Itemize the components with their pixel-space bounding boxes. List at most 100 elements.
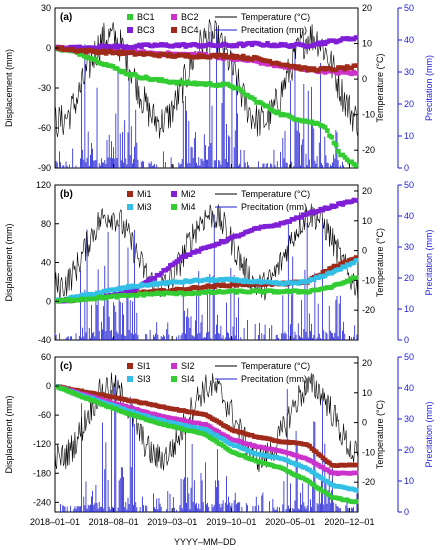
panel-c-si1-point	[307, 443, 312, 449]
panel-a-bc4-point	[296, 64, 301, 69]
panel-b-precip-tick-label: 40	[404, 211, 414, 221]
panel-a-bc1-point	[322, 125, 328, 130]
panel-b-precip-tick-label: 0	[404, 335, 409, 345]
panel-b-legend-precipitation-label: Precitation (mm)	[241, 202, 307, 212]
panel-a-bc1-point	[92, 56, 98, 62]
panel-b-mi3-point	[342, 264, 348, 270]
panel-a-temp-tick-label: 20	[362, 3, 372, 13]
panel-a-legend-bc3-swatch	[127, 27, 133, 33]
panel-c-temp-tick-label: 0	[362, 418, 367, 428]
panel-c-legend-si4-label: SI4	[181, 374, 195, 384]
panel-a-y-tick-label: 30	[41, 3, 51, 13]
panel-a-temp-tick-label: 0	[362, 74, 367, 84]
panel-a-precip-tick-label: 50	[404, 3, 414, 13]
panel-a-bc1-point	[265, 103, 270, 109]
panel-b-legend-mi3-label: Mi3	[137, 202, 152, 212]
panel-c-precip-label: Precitation (mm)	[424, 401, 434, 467]
x-axis-title: YYYY–MM–DD	[174, 537, 237, 547]
panel-a-precip-tick-label: 10	[404, 131, 414, 141]
panel-a-legend-bc2-swatch	[171, 14, 177, 20]
panel-b-mi4-point	[353, 275, 359, 281]
panel-c-label: (c)	[60, 361, 72, 372]
panel-c-temp-tick-label: -10	[362, 447, 375, 457]
panel-a-bc4-point	[302, 65, 308, 70]
panel-c-si1-point	[353, 462, 359, 468]
panel-a-y-tick-label: -30	[38, 83, 51, 93]
panel-c-y-tick-label: -60	[38, 410, 51, 420]
panel-a-temp-tick-label: -10	[362, 110, 375, 120]
panel-b-legend-mi1-swatch	[127, 191, 133, 197]
panel-c-legend-si2-swatch	[171, 363, 177, 369]
panel-a-bc4-point	[101, 48, 107, 54]
panel-c-precip-tick-label: 0	[404, 507, 409, 517]
x-tick-label: 2020–05–01	[265, 517, 315, 527]
panel-a-temp-tick-label: 10	[362, 39, 372, 49]
panel-b-precip-tick-label: 50	[404, 180, 414, 190]
panel-a-label: (a)	[60, 12, 72, 23]
panel-b-legend-temperature-label: Temperature (°C)	[241, 189, 310, 199]
panel-c-ylabel: Displacement (mm)	[4, 395, 14, 473]
panel-b-mi2-point	[152, 276, 158, 281]
x-tick-label: 2019–03–01	[147, 517, 197, 527]
panel-a-legend-bc4-label: BC4	[181, 25, 199, 35]
panel-a-bc4-point	[333, 67, 339, 73]
panel-c-legend-si1-label: SI1	[137, 361, 151, 371]
panel-b-legend-mi2-swatch	[171, 191, 177, 197]
panel-c-temp-tick-label: 10	[362, 388, 372, 398]
panel-c-legend-si3-swatch	[127, 376, 133, 382]
panel-b-mi2-point	[196, 249, 202, 254]
panel-c-y-tick-label: 60	[41, 352, 51, 362]
x-tick-label: 2018–01–01	[30, 517, 80, 527]
panel-c-y-tick-label: -240	[33, 497, 51, 507]
panel-a-bc4-point	[353, 63, 359, 68]
panel-a-precip-tick-label: 0	[404, 163, 409, 173]
panel-b-mi3-point	[353, 258, 359, 263]
panel-c-legend-si2-label: SI2	[181, 361, 195, 371]
panel-c-temp-tick-label: -20	[362, 477, 375, 487]
panel-c-legend-temperature-label: Temperature (°C)	[241, 361, 310, 371]
panel-b-y-tick-label: 40	[41, 258, 51, 268]
panel-b-temp-tick-label: 20	[362, 186, 372, 196]
panel-a-bc3-point	[353, 35, 359, 40]
panel-b-precip-tick-label: 30	[404, 242, 414, 252]
panel-a-legend-bc2-label: BC2	[181, 12, 199, 22]
panel-c-precip-tick-label: 30	[404, 414, 414, 424]
panel-c-legend-si3-label: SI3	[137, 374, 151, 384]
panel-b-mi2-point	[320, 207, 326, 213]
x-tick-label: 2018–08–01	[89, 517, 139, 527]
panel-a-bc1-point	[349, 159, 354, 165]
panel-b-mi2-point	[353, 198, 359, 203]
panel-b-mi2-point	[187, 252, 193, 257]
panel-b-mi2-point	[165, 266, 171, 271]
panel-a-legend-precipitation-label: Precitation (mm)	[241, 25, 307, 35]
panel-c-y-tick-label: 0	[46, 381, 51, 391]
panel-c-legend-precipitation-label: Precitation (mm)	[241, 374, 307, 384]
panel-c-temp-label: Temperature (°C)	[375, 400, 385, 469]
x-tick-label: 2019–10–01	[206, 517, 256, 527]
panel-b-legend-mi4-label: Mi4	[181, 202, 196, 212]
panel-b-temp-label: Temperature (°C)	[375, 228, 385, 297]
panel-a-legend-bc3-label: BC3	[137, 25, 155, 35]
panel-a-precip-tick-label: 40	[404, 35, 414, 45]
panel-b-mi2-point	[159, 271, 164, 276]
panel-c-temp-tick-label: 20	[362, 358, 372, 368]
panel-c-y-tick-label: -180	[33, 468, 51, 478]
panel-b-mi4-point	[347, 278, 352, 284]
panel-a-bc1-point	[342, 155, 348, 160]
panel-b-temp-tick-label: 0	[362, 246, 367, 256]
panel-b-precip-tick-label: 20	[404, 273, 414, 283]
panel-b-temp-tick-label: -10	[362, 275, 375, 285]
panel-a-y-tick-label: -90	[38, 163, 51, 173]
panel-a-bc1-point	[121, 68, 127, 74]
panel-c-y-tick-label: -120	[33, 439, 51, 449]
panel-b-mi2-point	[298, 214, 304, 220]
panel-a-bc1-point	[333, 142, 339, 148]
panel-b-y-tick-label: 80	[41, 219, 51, 229]
panel-a-bc4-point	[342, 66, 348, 72]
panel-a-bc1-point	[340, 152, 346, 158]
panel-b-mi2-point	[216, 241, 222, 247]
panel-a-bc1-point	[276, 109, 281, 115]
panel-b-temp-tick-label: 10	[362, 216, 372, 226]
panel-c-si4-point	[353, 499, 359, 504]
panel-b-legend-mi2-label: Mi2	[181, 189, 196, 199]
